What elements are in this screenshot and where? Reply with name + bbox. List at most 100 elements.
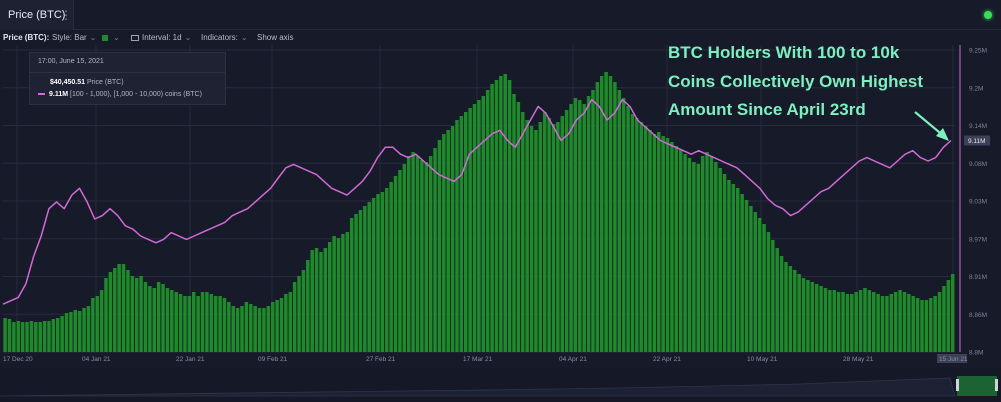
- bar: [231, 306, 235, 352]
- bar: [735, 188, 740, 352]
- bar: [604, 72, 608, 352]
- bar: [354, 214, 358, 352]
- bar: [69, 312, 73, 352]
- bar: [332, 236, 336, 352]
- chevron-down-icon: ⌄: [240, 33, 248, 42]
- bar: [183, 296, 187, 352]
- bar-color-picker[interactable]: ⌄: [102, 33, 120, 42]
- x-tick-label: 09 Feb 21: [258, 356, 288, 363]
- bar: [744, 200, 749, 352]
- bar: [823, 288, 828, 352]
- kebab-menu-icon[interactable]: ⋮: [60, 8, 72, 22]
- bar: [762, 224, 766, 352]
- bar: [86, 306, 91, 352]
- annotation-line-2: Coins Collectively Own Highest: [668, 71, 924, 91]
- bar: [841, 292, 845, 352]
- current-value-label: 9.11M: [968, 138, 986, 145]
- tooltip-holdings-label: [100 - 1,000), [1,000 - 10,000) coins (B…: [70, 91, 202, 98]
- bar: [170, 290, 174, 352]
- bar: [534, 130, 538, 352]
- interval-dropdown[interactable]: Interval: 1d ⌄: [131, 33, 191, 42]
- chevron-down-icon: ⌄: [184, 33, 192, 42]
- tab-price-btc[interactable]: Price (BTC): [0, 0, 75, 30]
- tab-label: Price (BTC): [8, 9, 66, 21]
- bar: [336, 238, 341, 352]
- bar: [542, 112, 547, 352]
- bar: [113, 268, 117, 352]
- bar: [885, 296, 889, 352]
- holdings-line-path: [2, 98, 952, 305]
- bar: [775, 248, 779, 352]
- style-dropdown[interactable]: Style: Bar ⌄: [52, 33, 96, 42]
- bar: [371, 198, 376, 352]
- bar: [929, 298, 933, 352]
- show-axis-button[interactable]: Show axis: [257, 33, 294, 42]
- bar: [16, 321, 20, 352]
- bar: [47, 321, 51, 352]
- bar: [99, 290, 104, 352]
- bar: [468, 108, 472, 352]
- color-swatch-icon: [102, 34, 108, 41]
- bar: [165, 288, 170, 352]
- bar: [788, 266, 793, 352]
- bar: [191, 292, 196, 352]
- bar: [442, 134, 446, 352]
- bar: [538, 122, 543, 352]
- bar: [341, 234, 345, 352]
- bar: [692, 162, 696, 352]
- holdings-line: [2, 98, 952, 305]
- bar: [108, 272, 113, 352]
- y-tick-label: 9.03M: [969, 199, 987, 206]
- bar: [858, 290, 863, 352]
- x-tick-label: 17 Dec 20: [3, 356, 33, 363]
- bar: [472, 104, 477, 352]
- bar: [784, 262, 788, 352]
- bar: [73, 310, 78, 352]
- tooltip-price-row: $40,450.51 Price (BTC): [50, 79, 124, 86]
- bar: [766, 232, 771, 352]
- bar: [218, 296, 222, 352]
- interval-label: Interval: 1d: [142, 33, 182, 42]
- bar: [621, 98, 626, 352]
- bar: [893, 292, 898, 352]
- bar: [665, 138, 670, 352]
- bar: [196, 296, 200, 352]
- bar: [156, 282, 161, 352]
- navigator-handle-left: [956, 379, 959, 391]
- bar: [253, 306, 257, 352]
- chart-axes: 9.25M 9.2M 9.14M 9.08M 9.03M 8.97M 8.91M 8.86M 8…: [3, 45, 990, 363]
- bar: [714, 162, 718, 352]
- bar: [801, 278, 806, 352]
- bar: [630, 114, 635, 352]
- bar: [130, 276, 135, 352]
- bar: [25, 322, 29, 352]
- bar: [82, 308, 86, 352]
- bar: [244, 302, 249, 352]
- time-navigator[interactable]: [0, 368, 1001, 402]
- bar: [433, 148, 437, 352]
- bar: [367, 202, 371, 352]
- bar: [284, 294, 288, 352]
- bar: [867, 290, 872, 352]
- annotation-arrow-icon: [914, 111, 949, 141]
- bar: [148, 286, 152, 352]
- bar: [810, 282, 815, 352]
- x-tick-label: 27 Feb 21: [366, 356, 396, 363]
- bar: [657, 132, 661, 352]
- bar: [297, 276, 301, 352]
- bar: [845, 294, 850, 352]
- hover-tooltip: 17:00, June 15, 2021 $40,450.51 Price (B…: [29, 52, 226, 105]
- current-value-box: [964, 135, 990, 146]
- bar: [205, 292, 209, 352]
- bar: [591, 90, 595, 352]
- bar: [617, 90, 622, 352]
- connection-status-icon: [984, 11, 992, 19]
- line-legend-icon: [38, 93, 45, 96]
- bar: [933, 296, 937, 352]
- bar: [551, 124, 556, 352]
- bar: [393, 176, 398, 352]
- bar: [670, 142, 674, 352]
- y-tick-label: 9.25M: [969, 48, 987, 55]
- indicators-dropdown[interactable]: Indicators: ⌄: [201, 33, 248, 42]
